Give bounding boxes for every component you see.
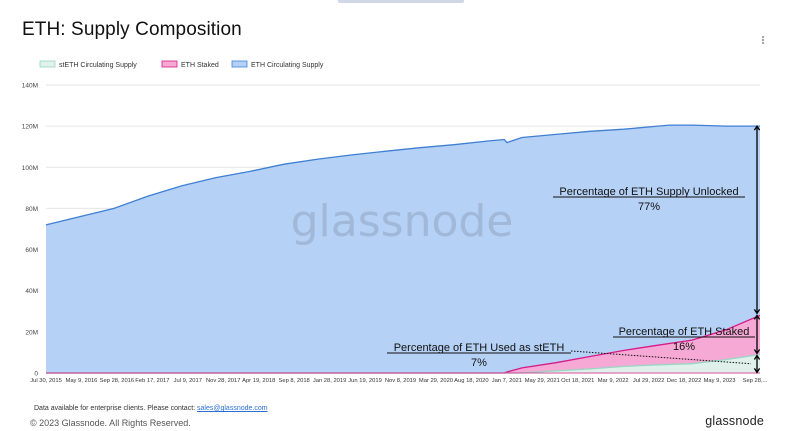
legend-label: ETH Circulating Supply <box>251 62 324 69</box>
x-tick-label: May 9, 2016 <box>65 378 97 384</box>
y-tick-label: 80M <box>25 206 38 213</box>
circulating-area <box>46 125 760 373</box>
supply-composition-chart: stETH Circulating Supply ETH Staked ETH Ci… <box>22 60 768 384</box>
x-tick-label: Mar 9, 2022 <box>598 378 629 384</box>
x-tick-label: May 29, 2021 <box>525 378 560 384</box>
enterprise-note: Data available for enterprise clients. P… <box>34 405 268 412</box>
annotations: Percentage of ETH Supply Unlocked 77% Perc… <box>387 124 761 374</box>
x-tick-label: Sep 28, 2016 <box>100 378 135 384</box>
circulating-line <box>45 124 760 226</box>
legend-label: ETH Staked <box>181 62 219 69</box>
y-tick-label: 40M <box>25 288 38 295</box>
x-tick-label: Jun 19, 2019 <box>348 378 382 384</box>
legend-label: stETH Circulating Supply <box>59 62 137 69</box>
x-tick-label: Jul 30, 2015 <box>30 378 62 384</box>
enterprise-note-text: Data available for enterprise clients. P… <box>34 405 198 412</box>
y-tick-label: 20M <box>25 329 38 336</box>
y-tick-label: 120M <box>22 124 38 131</box>
x-tick-label: Apr 19, 2018 <box>242 378 275 384</box>
staked-label: Percentage of ETH Staked <box>619 326 750 338</box>
glassnode-watermark: glassnode <box>291 196 514 247</box>
series-areas <box>45 124 761 374</box>
x-tick-label: Jul 29, 2022 <box>633 378 665 384</box>
x-tick-label: Aug 18, 2020 <box>454 378 489 384</box>
x-tick-label: Jan 28, 2019 <box>313 378 347 384</box>
x-tick-label: Nov 8, 2019 <box>385 378 416 384</box>
x-tick-label: Dec 18, 2022 <box>667 378 701 384</box>
more-options-icon[interactable] <box>762 35 764 45</box>
legend-swatch <box>39 60 56 68</box>
glassnode-logo: glassnode <box>705 414 764 428</box>
x-tick-label: Sep 8, 2018 <box>279 378 310 384</box>
y-tick-label: 60M <box>25 247 38 254</box>
y-tick-label: 100M <box>22 165 38 172</box>
x-tick-label: Feb 17, 2017 <box>135 378 169 384</box>
x-tick-label: Nov 28, 2017 <box>206 378 240 384</box>
chart-legend: stETH Circulating Supply ETH Staked ETH Ci… <box>39 60 324 69</box>
steth-connector <box>570 350 752 365</box>
copyright-text: © 2023 Glassnode. All Rights Reserved. <box>30 418 191 428</box>
x-tick-label: Oct 18, 2021 <box>561 378 594 384</box>
x-axis: Jul 30, 2015 May 9, 2016 Sep 28, 2016 Feb 1… <box>30 378 768 384</box>
x-tick-label: May 9, 2023 <box>704 378 736 384</box>
unlocked-value: 77% <box>638 201 660 213</box>
steth-value: 7% <box>471 357 487 369</box>
x-tick-label: Sep 28,... <box>743 378 768 384</box>
sales-email-link[interactable]: sales@glassnode.com <box>197 405 268 412</box>
x-tick-label: Mar 29, 2020 <box>419 378 453 384</box>
x-tick-label: Jul 9, 2017 <box>174 378 202 384</box>
steth-area <box>46 354 760 373</box>
legend-swatch <box>231 60 248 68</box>
steth-label: Percentage of ETH Used as stETH <box>394 342 565 354</box>
staked-value: 16% <box>673 341 695 353</box>
legend-swatch <box>161 60 178 68</box>
x-tick-label: Jan 7, 2021 <box>492 378 522 384</box>
chart-title: ETH: Supply Composition <box>22 19 242 40</box>
unlocked-label: Percentage of ETH Supply Unlocked <box>559 186 738 198</box>
top-accent-bar <box>338 0 464 3</box>
watermark-text: glassnode <box>291 196 514 247</box>
y-tick-label: 0 <box>34 371 38 378</box>
y-tick-label: 140M <box>22 83 38 90</box>
y-axis: 0 20M 40M 60M 80M 100M 120M 140M <box>22 83 39 378</box>
